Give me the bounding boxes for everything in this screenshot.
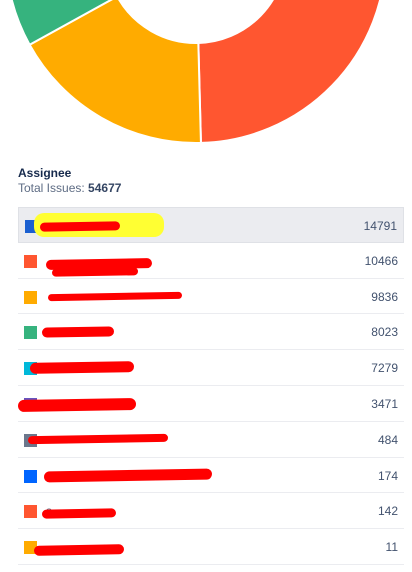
legend-swatch: [24, 541, 37, 555]
issue-count: 10466: [364, 253, 398, 268]
legend-swatch: [24, 469, 37, 483]
redaction-mark: [33, 544, 125, 556]
issue-count: 142: [377, 504, 398, 519]
redaction-mark: [29, 361, 135, 374]
donut-svg: [6, 0, 386, 144]
list-item[interactable]: s 142: [18, 493, 404, 530]
issue-count: 8023: [371, 325, 398, 340]
panel-title: Assignee: [18, 166, 72, 180]
redaction-mark: [39, 221, 121, 232]
legend-swatch: [24, 505, 37, 519]
redaction-mark: [41, 508, 117, 519]
donut-slice[interactable]: [6, 0, 118, 47]
redaction-mark: [41, 326, 115, 338]
legend-swatch: [24, 290, 37, 304]
total-issues: Total Issues: 54677: [18, 181, 121, 195]
legend-swatch: [24, 326, 37, 340]
issue-count: 174: [377, 468, 398, 483]
redaction-mark: [17, 397, 137, 413]
issue-count: 484: [377, 432, 398, 447]
issue-count: 9836: [371, 289, 398, 304]
redaction-mark: [51, 267, 139, 277]
list-item[interactable]: 174: [18, 458, 404, 494]
issue-count: 7279: [371, 361, 398, 376]
issue-count: 11: [385, 540, 398, 555]
total-label: Total Issues:: [18, 181, 85, 195]
issue-count: 14791: [363, 219, 397, 233]
donut-slice[interactable]: [28, 0, 202, 144]
donut-slice[interactable]: [197, 0, 386, 144]
list-item[interactable]: s 8023: [18, 314, 404, 351]
list-item[interactable]: 11: [18, 529, 404, 565]
total-value: 54677: [88, 181, 122, 195]
issue-count: 3471: [371, 396, 398, 411]
donut-chart: [0, 0, 412, 160]
list-item[interactable]: 9836: [18, 279, 404, 315]
list-item[interactable]: 10466: [18, 243, 404, 279]
legend-swatch: [24, 254, 37, 268]
